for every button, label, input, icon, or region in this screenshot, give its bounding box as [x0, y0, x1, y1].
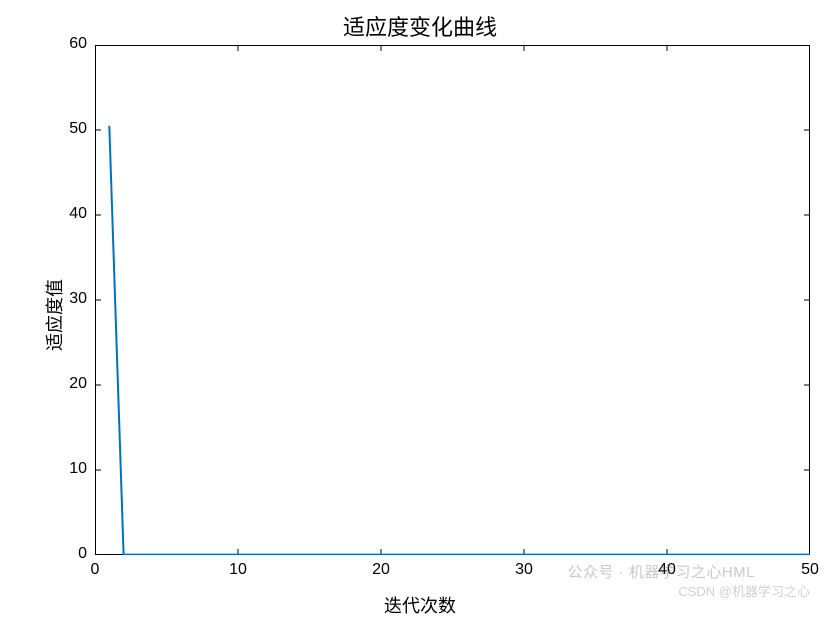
x-tick-label: 10 [218, 561, 258, 579]
x-tick-label: 50 [790, 561, 830, 579]
y-tick-label: 40 [45, 205, 87, 223]
fitness-chart: 适应度变化曲线 适应度值 迭代次数 0102030405060 01020304… [0, 0, 840, 630]
y-tick-label: 10 [45, 460, 87, 478]
x-tick-label: 30 [504, 561, 544, 579]
y-tick-label: 30 [45, 290, 87, 308]
x-tick-label: 20 [361, 561, 401, 579]
y-tick-label: 60 [45, 35, 87, 53]
y-tick-label: 20 [45, 375, 87, 393]
y-tick-label: 50 [45, 120, 87, 138]
plot-area [95, 45, 810, 555]
x-tick-label: 0 [75, 561, 115, 579]
watermark-sub: CSDN @机器学习之心 [678, 581, 810, 600]
chart-title: 适应度变化曲线 [0, 10, 840, 42]
watermark-main: 公众号 · 机器学习之心HML [567, 561, 755, 582]
